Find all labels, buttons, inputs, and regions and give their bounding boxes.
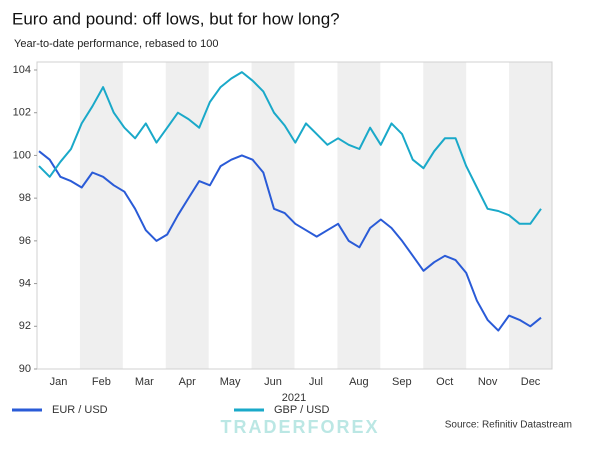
x-tick-label: Nov — [478, 376, 498, 388]
month-shade — [337, 62, 381, 369]
y-tick-label: 92 — [19, 320, 31, 332]
y-tick-label: 96 — [19, 235, 31, 247]
x-tick-label: Feb — [92, 376, 111, 388]
chart-title: Euro and pound: off lows, but for how lo… — [12, 9, 340, 28]
legend-label: GBP / USD — [274, 404, 329, 416]
month-shade — [79, 62, 123, 369]
plot-frame — [36, 61, 553, 370]
x-tick-label: Oct — [436, 376, 453, 388]
y-tick-label: 102 — [13, 107, 31, 119]
line-series — [38, 71, 542, 225]
watermark: TRADERFOREX — [220, 417, 379, 437]
x-axis-label: 2021 — [282, 392, 306, 404]
month-shade — [165, 62, 209, 369]
y-tick-label: 104 — [13, 64, 31, 76]
month-shade — [509, 62, 552, 369]
y-tick-label: 94 — [19, 277, 31, 289]
line-series — [38, 150, 542, 332]
x-tick-label: May — [220, 376, 241, 388]
x-tick-label: Jan — [50, 376, 68, 388]
x-tick-label: Jun — [264, 376, 282, 388]
x-tick-label: Mar — [135, 376, 154, 388]
x-tick-label: Sep — [392, 376, 412, 388]
y-tick-label: 90 — [19, 363, 31, 375]
chart-subtitle: Year-to-date performance, rebased to 100 — [14, 38, 218, 50]
source: Source: Refinitiv Datastream — [445, 420, 572, 431]
y-tick-label: 98 — [19, 192, 31, 204]
x-tick-label: Apr — [179, 376, 196, 388]
x-tick-label: Jul — [309, 376, 323, 388]
month-shade — [423, 62, 467, 369]
legend-label: EUR / USD — [52, 404, 108, 416]
x-tick-label: Aug — [349, 376, 369, 388]
x-tick-label: Dec — [521, 376, 541, 388]
y-tick-label: 100 — [13, 149, 31, 161]
